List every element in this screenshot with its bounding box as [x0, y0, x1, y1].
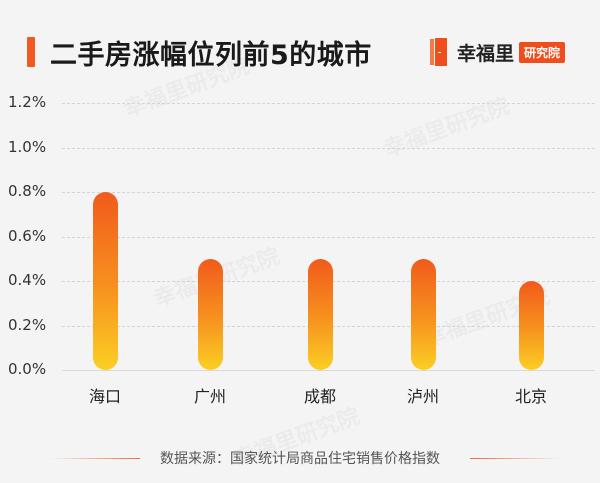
bar: [92, 192, 118, 370]
bar: [518, 281, 544, 370]
y-tick-label: 0.6%: [8, 226, 47, 245]
y-tick-label: 1.0%: [8, 137, 47, 156]
chart-title: 二手房涨幅位列前5的城市: [50, 40, 372, 71]
gridline: [62, 236, 595, 238]
x-tick-label: 泸州: [406, 387, 439, 406]
y-tick-label: 0.2%: [8, 315, 47, 334]
brand-logo: 幸福里 研究院: [430, 38, 566, 66]
title-accent-bar: [27, 37, 35, 67]
x-tick-label: 海口: [88, 387, 121, 406]
x-tick-label: 成都: [303, 387, 336, 406]
bar: [307, 258, 333, 370]
x-tick-label: 北京: [514, 387, 547, 406]
bar: [197, 258, 223, 370]
x-tick-label: 广州: [193, 387, 226, 406]
source-divider-right: [470, 458, 560, 459]
logo-tag: 研究院: [519, 41, 566, 63]
gridline: [62, 103, 595, 104]
gridline: [62, 192, 595, 193]
door-logo-icon: [430, 38, 447, 66]
x-axis-line: [62, 370, 595, 371]
y-tick-label: 1.2%: [8, 93, 47, 111]
y-tick-label: 0.8%: [8, 182, 47, 200]
bar: [410, 258, 436, 370]
gridline: [62, 147, 595, 149]
data-source: 数据来源：国家统计局商品住宅销售价格指数: [160, 451, 440, 467]
y-tick-label: 0.0%: [8, 360, 47, 378]
source-divider-left: [50, 458, 140, 459]
logo-name: 幸福里: [457, 42, 515, 65]
y-tick-label: 0.4%: [8, 271, 47, 289]
